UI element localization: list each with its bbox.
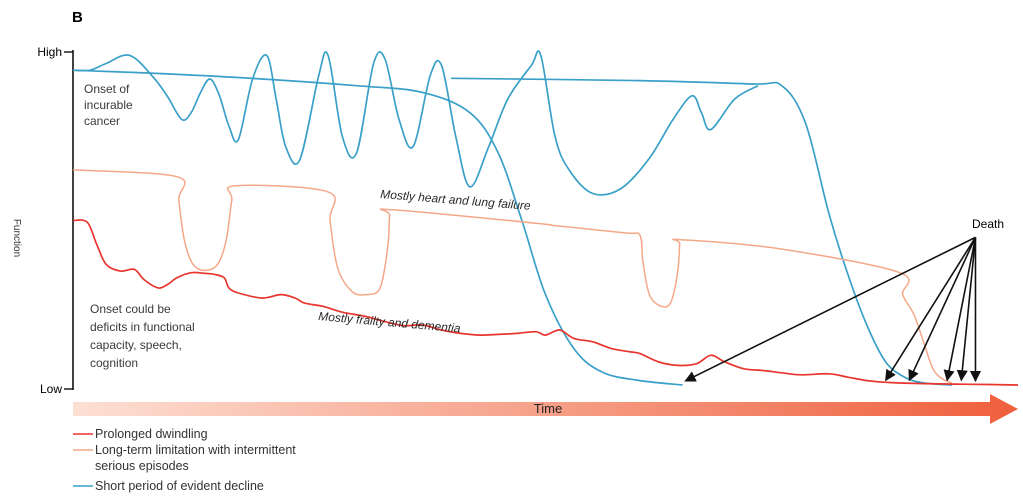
cancer-onset-note: Onset of incurable cancer — [84, 82, 136, 128]
heart-lung-failure-label: Mostly heart and lung failure — [380, 187, 532, 213]
legend-label-short: Short period of evident decline — [95, 479, 264, 493]
y-tick-label-low: Low — [40, 382, 62, 396]
series-line-short-2 — [450, 77, 952, 386]
frailty-dementia-label: Mostly frailty and dementia — [318, 309, 462, 335]
death-arrow-2 — [908, 237, 977, 382]
y-axis-label: Function — [11, 219, 22, 257]
frailty-onset-note: Onset could be deficits in functional ca… — [90, 302, 198, 370]
legend-label-intermittent: Long-term limitation with intermittent — [95, 443, 296, 457]
legend-label-prolonged: Prolonged dwindling — [95, 427, 208, 441]
x-axis-label: Time — [534, 401, 562, 416]
series-layer — [72, 50, 1019, 386]
death-arrow-3 — [943, 237, 977, 382]
death-arrow-0 — [684, 236, 976, 382]
series-line-intermittent-3 — [72, 169, 953, 384]
death-arrow-4 — [956, 237, 977, 382]
series-line-short-1 — [72, 69, 683, 386]
death-label: Death — [972, 217, 1004, 231]
y-tick-label-high: High — [37, 45, 62, 59]
series-line-short-0 — [72, 50, 759, 196]
legend-label-intermittent-line2: serious episodes — [95, 459, 189, 473]
series-line-prolonged-4 — [72, 219, 1019, 386]
legend: Prolonged dwindling Long-term limitation… — [73, 427, 296, 493]
panel-label: B — [72, 9, 83, 26]
time-arrow — [73, 394, 1018, 424]
death-arrows — [684, 236, 982, 383]
death-arrow-1 — [885, 236, 977, 382]
